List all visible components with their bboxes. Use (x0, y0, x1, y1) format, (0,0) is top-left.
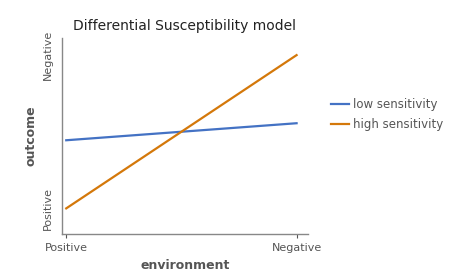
Y-axis label: outcome: outcome (24, 106, 37, 166)
Legend: low sensitivity, high sensitivity: low sensitivity, high sensitivity (326, 93, 448, 135)
Title: Differential Susceptibility model: Differential Susceptibility model (73, 19, 296, 33)
X-axis label: environment: environment (140, 258, 229, 271)
